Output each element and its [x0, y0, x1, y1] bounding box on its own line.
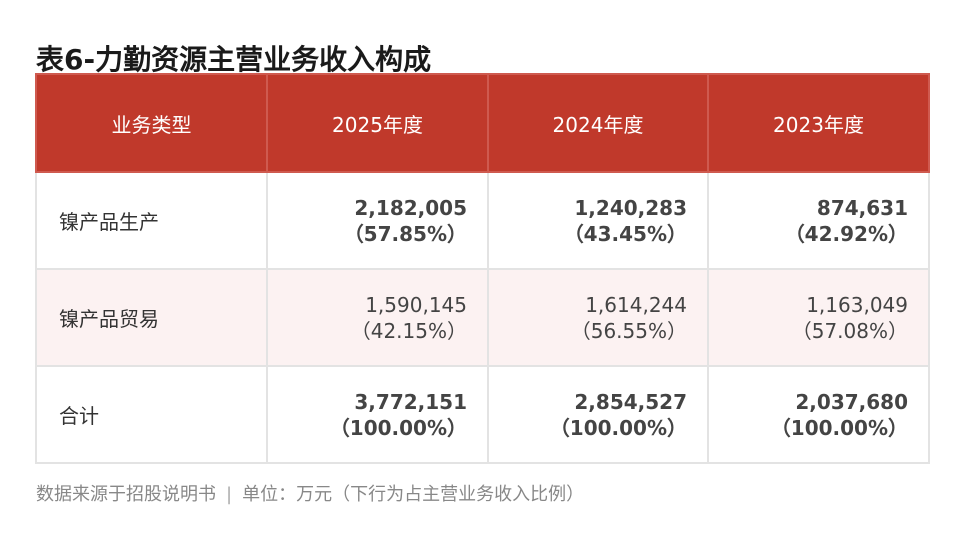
cell-percent: （57.85%）: [343, 221, 467, 246]
table-cell: 1,240,283 （43.45%）: [487, 171, 709, 270]
cell-value: 1,163,049: [806, 292, 908, 317]
cell-percent: （56.55%）: [570, 318, 687, 343]
table-cell: 874,631 （42.92%）: [707, 171, 930, 270]
column-header-type: 业务类型: [35, 73, 268, 173]
column-header-2023: 2023年度: [707, 73, 930, 173]
table-cell: 1,163,049 （57.08%）: [707, 268, 930, 367]
cell-percent: （42.92%）: [784, 221, 908, 246]
table-cell: 2,854,527 （100.00%）: [487, 365, 709, 464]
table-cell: 1,590,145 （42.15%）: [266, 268, 489, 367]
cell-value: 3,772,151: [354, 389, 467, 414]
column-header-2024: 2024年度: [487, 73, 709, 173]
footer-separator: |: [226, 484, 233, 505]
table-row-total: 合计 3,772,151 （100.00%） 2,854,527 （100.00…: [35, 365, 930, 464]
row-label: 镍产品生产: [35, 171, 268, 270]
cell-percent: （100.00%）: [770, 415, 908, 440]
unit-text: 单位：万元（下行为占主营业务收入比例）: [242, 484, 585, 505]
cell-value: 2,854,527: [574, 389, 687, 414]
table-cell: 2,037,680 （100.00%）: [707, 365, 930, 464]
source-note: 数据来源于招股说明书 | 单位：万元（下行为占主营业务收入比例）: [36, 480, 584, 506]
cell-value: 874,631: [816, 195, 908, 220]
cell-percent: （43.45%）: [563, 221, 687, 246]
cell-value: 2,037,680: [795, 389, 908, 414]
cell-value: 1,614,244: [585, 292, 687, 317]
cell-percent: （100.00%）: [549, 415, 687, 440]
table-row-trade: 镍产品贸易 1,590,145 （42.15%） 1,614,244 （56.5…: [35, 268, 930, 367]
row-label: 合计: [35, 365, 268, 464]
cell-percent: （57.08%）: [791, 318, 908, 343]
column-header-2025: 2025年度: [266, 73, 489, 173]
cell-percent: （42.15%）: [350, 318, 467, 343]
cell-value: 1,240,283: [574, 195, 687, 220]
page-title: 表6-力勤资源主营业务收入构成: [36, 43, 432, 76]
cell-value: 2,182,005: [354, 195, 467, 220]
table-row-production: 镍产品生产 2,182,005 （57.85%） 1,240,283 （43.4…: [35, 171, 930, 270]
cell-percent: （100.00%）: [329, 415, 467, 440]
table-cell: 3,772,151 （100.00%）: [266, 365, 489, 464]
table-header-row: 业务类型 2025年度 2024年度 2023年度: [35, 73, 930, 173]
cell-value: 1,590,145: [365, 292, 467, 317]
source-text: 数据来源于招股说明书: [36, 484, 216, 505]
row-label: 镍产品贸易: [35, 268, 268, 367]
table-cell: 1,614,244 （56.55%）: [487, 268, 709, 367]
revenue-table: 业务类型 2025年度 2024年度 2023年度 镍产品生产 2,182,00…: [35, 73, 930, 464]
table-cell: 2,182,005 （57.85%）: [266, 171, 489, 270]
